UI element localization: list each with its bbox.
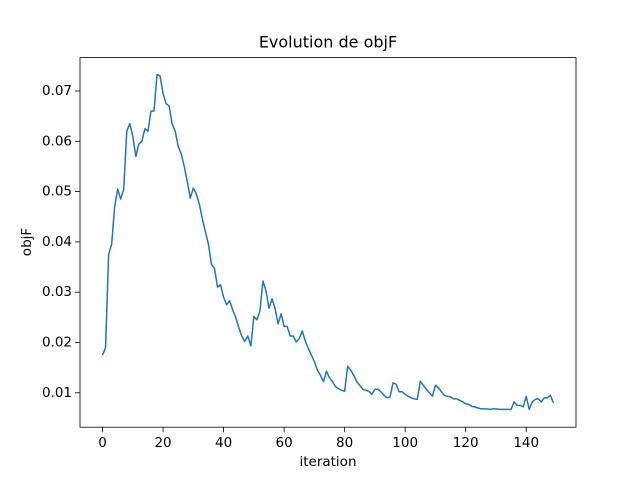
x-tick-label: 20: [154, 435, 171, 451]
y-tick-label: 0.03: [42, 284, 72, 300]
x-tick-label: 0: [98, 435, 107, 451]
x-tick-label: 80: [336, 435, 353, 451]
y-tick-label: 0.02: [42, 334, 72, 350]
chart-title: Evolution de objF: [259, 33, 397, 52]
plot-frame: [79, 57, 577, 428]
y-axis-label: objF: [19, 228, 35, 256]
x-tick-label: 60: [276, 435, 293, 451]
data-line: [101, 73, 555, 411]
x-tick-label: 120: [453, 435, 479, 451]
x-tick-label: 140: [513, 435, 539, 451]
x-axis-label: iteration: [299, 454, 356, 470]
y-tick-label: 0.01: [42, 385, 72, 401]
x-tick-label: 40: [215, 435, 232, 451]
y-tick-label: 0.07: [42, 83, 72, 99]
y-tick-label: 0.04: [42, 234, 72, 250]
y-tick-label: 0.06: [42, 133, 72, 149]
y-tick-label: 0.05: [42, 184, 72, 200]
x-tick-label: 100: [392, 435, 418, 451]
